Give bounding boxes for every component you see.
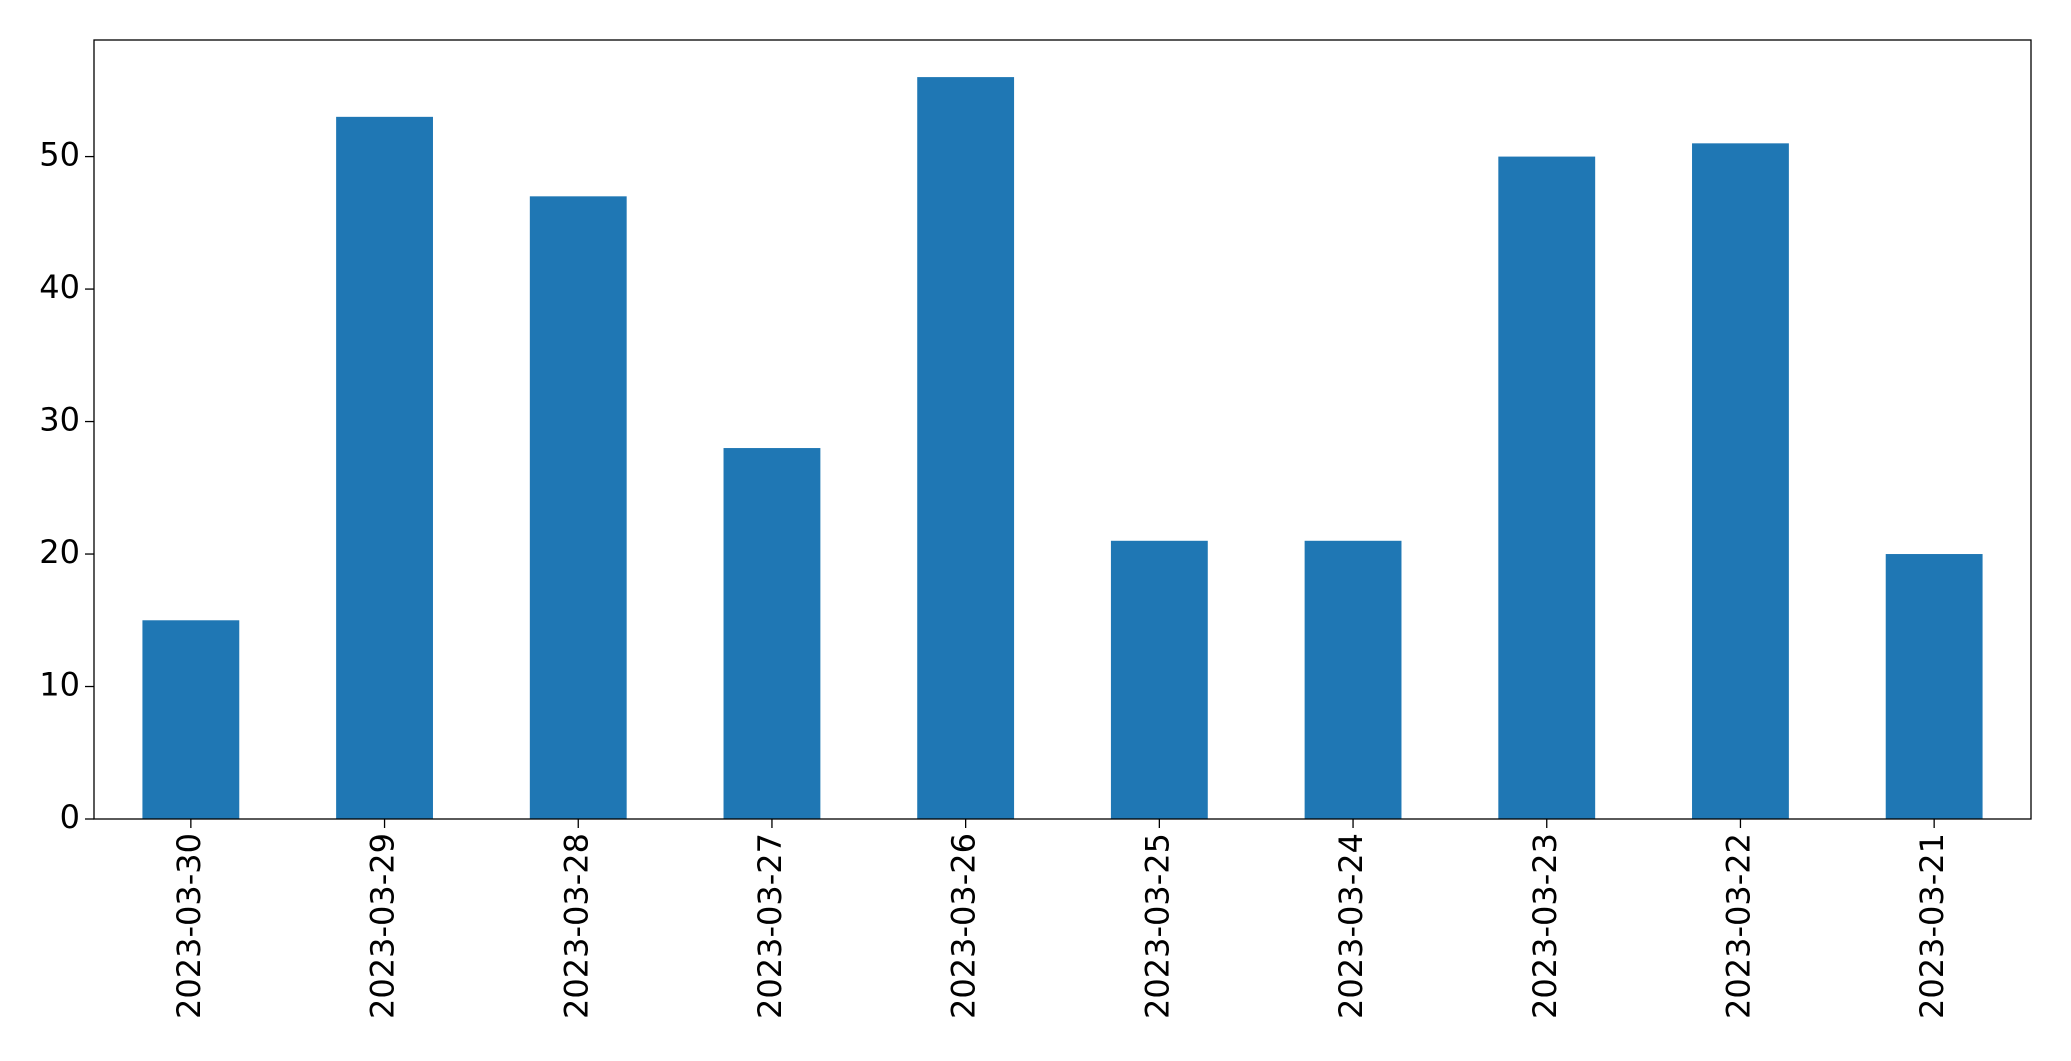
x-tick-label: 2023-03-21 xyxy=(1913,833,1951,1019)
x-tick-label: 2023-03-29 xyxy=(364,833,402,1019)
x-tick-label: 2023-03-23 xyxy=(1526,833,1564,1019)
x-tick-label: 2023-03-24 xyxy=(1332,833,1370,1019)
x-tick-label: 2023-03-26 xyxy=(945,833,983,1019)
x-tick-label: 2023-03-25 xyxy=(1138,833,1176,1019)
bar xyxy=(917,77,1015,820)
bar xyxy=(1692,143,1789,819)
bar xyxy=(1110,540,1208,819)
y-tick-label: 0 xyxy=(60,798,80,836)
bar xyxy=(1885,554,1983,819)
bar xyxy=(723,448,821,819)
y-tick-label: 20 xyxy=(39,533,80,571)
bar xyxy=(142,620,240,819)
x-tick-label: 2023-03-22 xyxy=(1719,833,1757,1019)
x-tick-label: 2023-03-28 xyxy=(557,833,595,1019)
y-tick-label: 40 xyxy=(39,268,80,306)
bar xyxy=(1304,540,1402,819)
y-tick-label: 50 xyxy=(39,136,80,174)
x-tick-label: 2023-03-27 xyxy=(751,833,789,1019)
y-tick-label: 10 xyxy=(39,666,80,704)
bar xyxy=(336,116,433,819)
bar xyxy=(529,196,627,819)
plot-frame xyxy=(93,39,2032,820)
y-tick-label: 30 xyxy=(39,401,80,439)
bar xyxy=(1498,156,1596,820)
x-tick-label: 2023-03-30 xyxy=(170,833,208,1019)
